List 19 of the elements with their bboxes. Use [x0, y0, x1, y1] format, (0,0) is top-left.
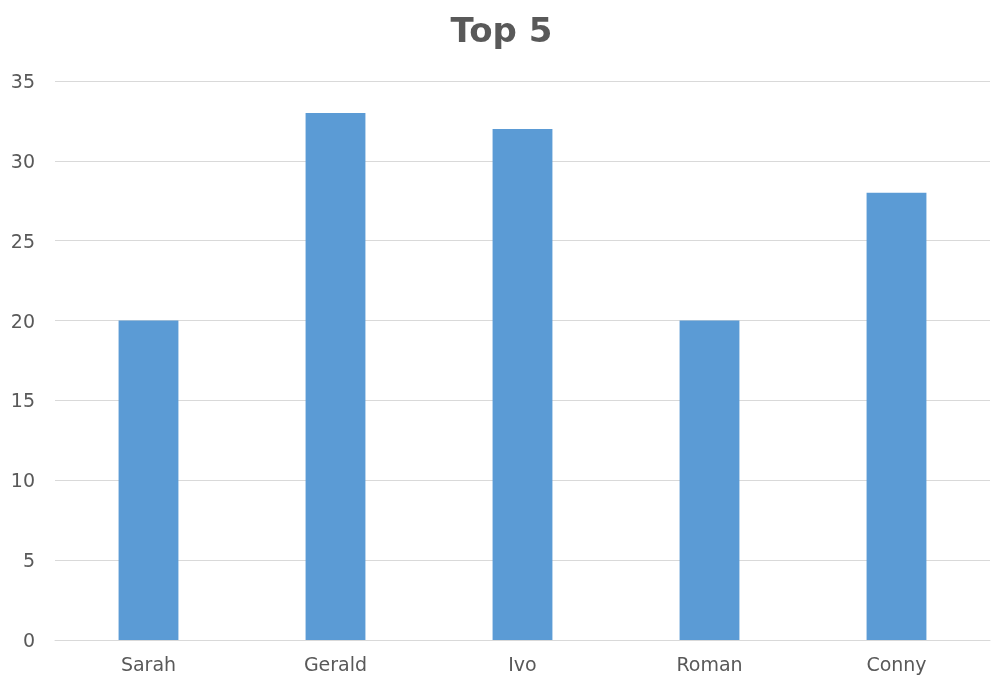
- bar: [492, 128, 553, 640]
- x-tick-label: Roman: [676, 652, 743, 675]
- x-tick-label: Gerald: [303, 652, 368, 675]
- y-tick-label: 0: [22, 629, 35, 651]
- x-tick-label: Ivo: [508, 652, 537, 675]
- y-tick-label: 35: [10, 70, 35, 92]
- x-tick-label: Conny: [866, 652, 927, 675]
- y-tick-label: 25: [10, 229, 35, 252]
- bar: [118, 320, 179, 640]
- bar: [679, 320, 740, 640]
- y-tick-label: 30: [10, 149, 35, 172]
- y-tick-label: 15: [10, 389, 35, 412]
- x-tick-label: Sarah: [120, 652, 177, 675]
- bar: [305, 112, 366, 640]
- y-tick-label: 10: [10, 469, 35, 492]
- bar: [866, 192, 927, 640]
- chart-title: Top 5: [450, 10, 553, 50]
- y-tick-label: 20: [10, 309, 35, 332]
- y-tick-label: 5: [22, 549, 35, 572]
